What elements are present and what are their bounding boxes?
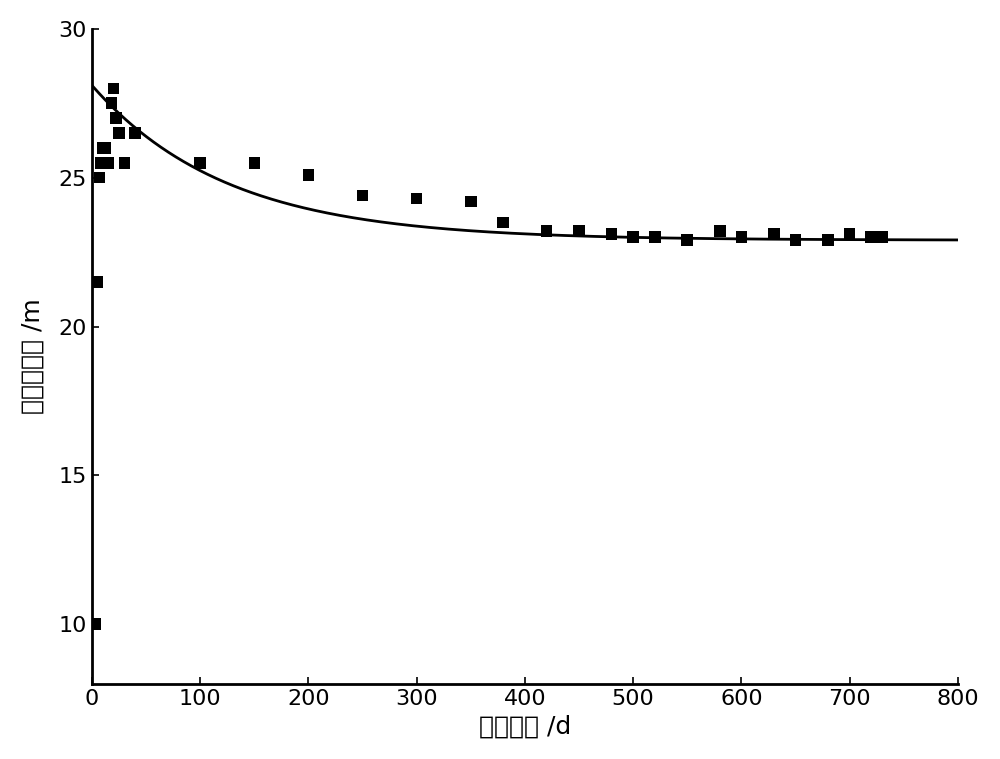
Point: [463, 195, 479, 207]
Point: [87, 618, 103, 630]
Point: [93, 156, 109, 168]
Point: [603, 228, 619, 241]
Point: [787, 234, 803, 246]
Point: [97, 142, 113, 154]
Point: [355, 190, 371, 202]
Point: [95, 142, 111, 154]
Point: [103, 97, 119, 109]
Point: [116, 156, 132, 168]
Point: [300, 168, 316, 181]
Point: [625, 231, 641, 244]
Y-axis label: 冒落带高度 /m: 冒落带高度 /m: [21, 298, 45, 414]
Point: [192, 156, 208, 168]
Point: [874, 231, 890, 244]
Point: [863, 231, 879, 244]
Point: [100, 156, 116, 168]
Point: [246, 156, 262, 168]
Point: [679, 234, 695, 246]
Point: [539, 225, 555, 238]
Point: [409, 193, 425, 205]
Point: [820, 234, 836, 246]
Point: [842, 228, 858, 241]
Point: [111, 127, 127, 139]
Point: [571, 225, 587, 238]
Point: [89, 276, 105, 288]
Point: [712, 225, 728, 238]
Point: [106, 82, 122, 94]
X-axis label: 开采天数 /d: 开采天数 /d: [479, 714, 571, 739]
Point: [647, 231, 663, 244]
Point: [733, 231, 749, 244]
Point: [108, 112, 124, 124]
Point: [127, 127, 143, 139]
Point: [766, 228, 782, 241]
Point: [92, 172, 108, 184]
Point: [495, 216, 511, 228]
